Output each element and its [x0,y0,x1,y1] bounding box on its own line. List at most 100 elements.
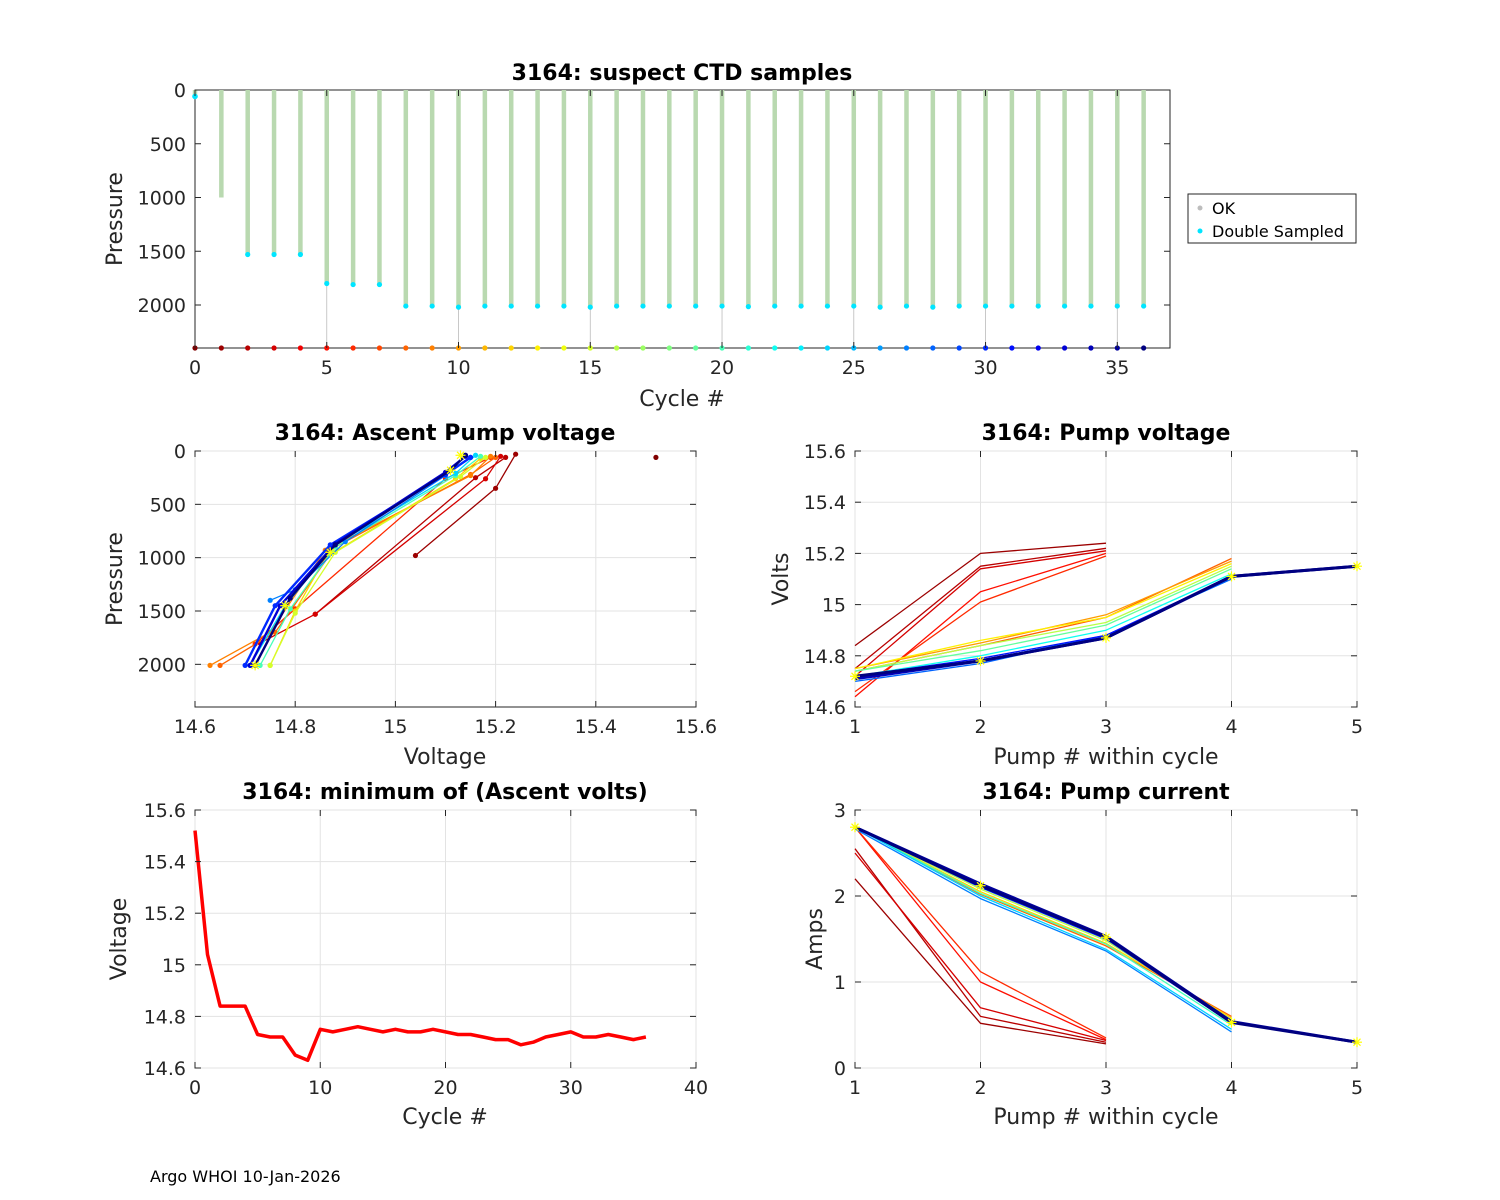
double-sampled-point [851,303,857,309]
cycle-color-marker [877,345,883,351]
ascent-point [467,454,474,460]
star-stroke [446,466,455,475]
y-tick-label: 14.8 [804,646,846,668]
ascent-point [267,597,273,603]
cycle-color-marker [534,345,541,351]
x-tick-label: 2 [974,716,986,738]
pumpc-x-label: Pump # within cycle [993,1105,1218,1130]
highlight-star-marker [250,660,261,671]
pumpc-series-line [854,852,1107,1042]
ascent-point [287,595,293,601]
minv-y-label: Voltage [107,898,132,981]
ascent-point [327,542,333,548]
footer-credit: Argo WHOI 10-Jan-2026 [150,1167,341,1186]
pumpv-series-line [854,573,1232,677]
double-sampled-point [956,303,962,309]
ascent-point [412,552,419,559]
pumpv-y-ticks: 14.6 14.8 15 15.2 15.4 15.6 [804,441,1357,719]
minv-plot-area [193,830,647,1063]
minv-title: 3164: minimum of (Ascent volts) [242,780,648,805]
star-stroke [1102,933,1110,942]
highlight-star-marker [975,880,986,891]
x-tick-label: 14.8 [274,716,316,738]
ascent-point [452,470,459,476]
highlight-star-marker [280,600,291,611]
pumpv-series-line [854,565,1232,672]
pumpv-x-ticks: 1 2 3 4 5 [849,451,1363,738]
double-sampled-point [376,281,383,288]
pumpv-title: 3164: Pump voltage [982,421,1231,446]
y-tick-label: 500 [150,134,186,156]
ascent-point [487,453,494,459]
y-tick-label: 0 [174,441,186,463]
ctd-plot-area [192,90,1147,351]
cycle-color-marker [429,345,435,351]
pumpc-y-ticks: 0 1 2 3 [834,800,1357,1080]
highlight-star-marker [850,822,860,833]
y-tick-label: 1000 [138,548,186,570]
double-sampled-point [719,303,725,309]
double-sampled-point [245,251,251,258]
double-sampled-point [1061,303,1068,309]
ctd-x-ticks: 0 5 10 15 20 25 30 35 [189,90,1129,379]
ascent-point [312,611,318,617]
pumpv-series-line [854,542,1107,647]
ascent-point [653,454,659,460]
double-sampled-point [455,304,462,310]
double-sampled-point [508,303,514,309]
x-tick-label: 2 [974,1077,986,1099]
ascent-point [292,610,298,616]
highlight-star-marker [455,450,466,461]
star-stroke [251,661,260,670]
highlight-star-marker [1226,571,1237,582]
ascent-point [472,452,479,458]
legend-box [1187,193,1357,244]
cycle-color-marker [666,345,672,351]
ascent-y-label: Pressure [103,532,128,626]
x-tick-label: 1 [849,1077,861,1099]
highlight-star-marker [1101,932,1111,943]
pumpv-series-line [854,555,1107,693]
double-sampled-point [798,303,804,309]
y-tick-label: 15.2 [144,903,186,925]
star-stroke [1353,562,1361,571]
x-tick-label: 20 [710,357,734,379]
pumpv-series-line [854,550,1107,677]
y-tick-label: 14.6 [804,697,846,719]
cycle-color-marker [1061,345,1068,351]
cycle-color-marker [956,345,962,351]
y-tick-label: 14.6 [144,1058,186,1080]
x-tick-label: 25 [842,357,866,379]
star-stroke [851,823,859,832]
double-sampled-point [824,303,831,309]
cycle-color-marker [798,345,804,351]
double-sampled-point [403,303,409,309]
x-tick-label: 4 [1225,716,1237,738]
minv-x-ticks: 0 10 20 30 40 [189,810,708,1099]
ascent-point [493,485,499,491]
ascent-point [462,452,469,458]
minv-y-ticks: 14.6 14.8 15 15.2 15.4 15.6 [144,800,696,1080]
ctd-y-label: Pressure [103,172,128,266]
pumpv-series-line [854,547,1107,670]
ascent-x-ticks: 14.6 14.8 15 15.2 15.4 15.6 [174,451,717,738]
x-tick-label: 15.2 [474,716,516,738]
y-tick-label: 15.2 [804,543,846,565]
cycle-color-marker [508,345,514,351]
legend-double-label: Double Sampled [1212,222,1344,241]
double-sampled-point [1088,303,1094,309]
y-tick-label: 2000 [138,295,186,317]
ascent-axes-box [194,450,697,708]
pumpc-x-ticks: 1 2 3 4 5 [849,810,1363,1099]
highlight-star-marker [1226,1017,1237,1028]
cycle-color-marker [693,345,699,351]
ascent-point [472,475,479,481]
star-stroke [851,672,859,681]
double-sampled-point [666,303,672,309]
highlight-star-marker [325,547,336,558]
cycle-color-marker [930,345,936,351]
ascent-point [503,454,509,460]
ascent-panel: 14.6 14.8 15 15.2 15.4 15.6 0500100015002000 … [103,421,717,770]
